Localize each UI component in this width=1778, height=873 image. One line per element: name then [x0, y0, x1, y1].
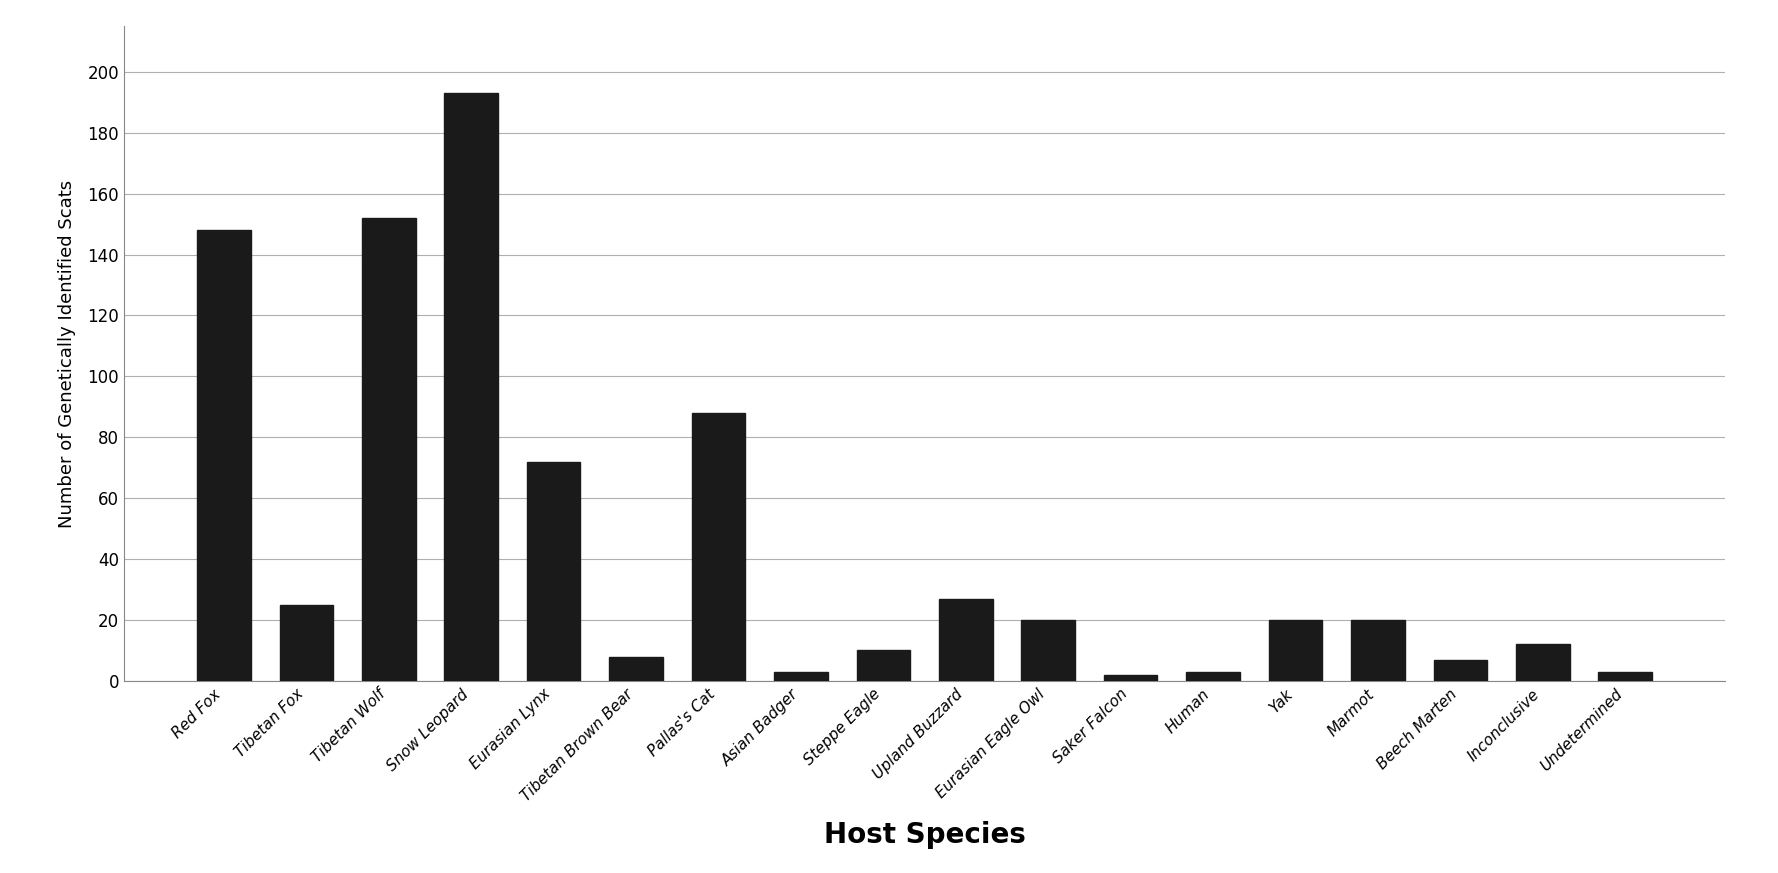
Y-axis label: Number of Genetically Identified Scats: Number of Genetically Identified Scats: [59, 180, 76, 527]
Bar: [610, 656, 663, 681]
Bar: [1517, 644, 1570, 681]
Bar: [363, 218, 416, 681]
Bar: [1433, 660, 1486, 681]
Bar: [444, 93, 498, 681]
Bar: [1598, 672, 1652, 681]
Bar: [1351, 620, 1405, 681]
Bar: [939, 599, 992, 681]
Bar: [526, 462, 580, 681]
Bar: [692, 413, 745, 681]
Bar: [279, 605, 332, 681]
Bar: [197, 230, 251, 681]
X-axis label: Host Species: Host Species: [823, 821, 1026, 849]
Bar: [1269, 620, 1323, 681]
Bar: [1021, 620, 1076, 681]
Bar: [1186, 672, 1239, 681]
Bar: [1104, 675, 1157, 681]
Bar: [857, 650, 910, 681]
Bar: [773, 672, 829, 681]
